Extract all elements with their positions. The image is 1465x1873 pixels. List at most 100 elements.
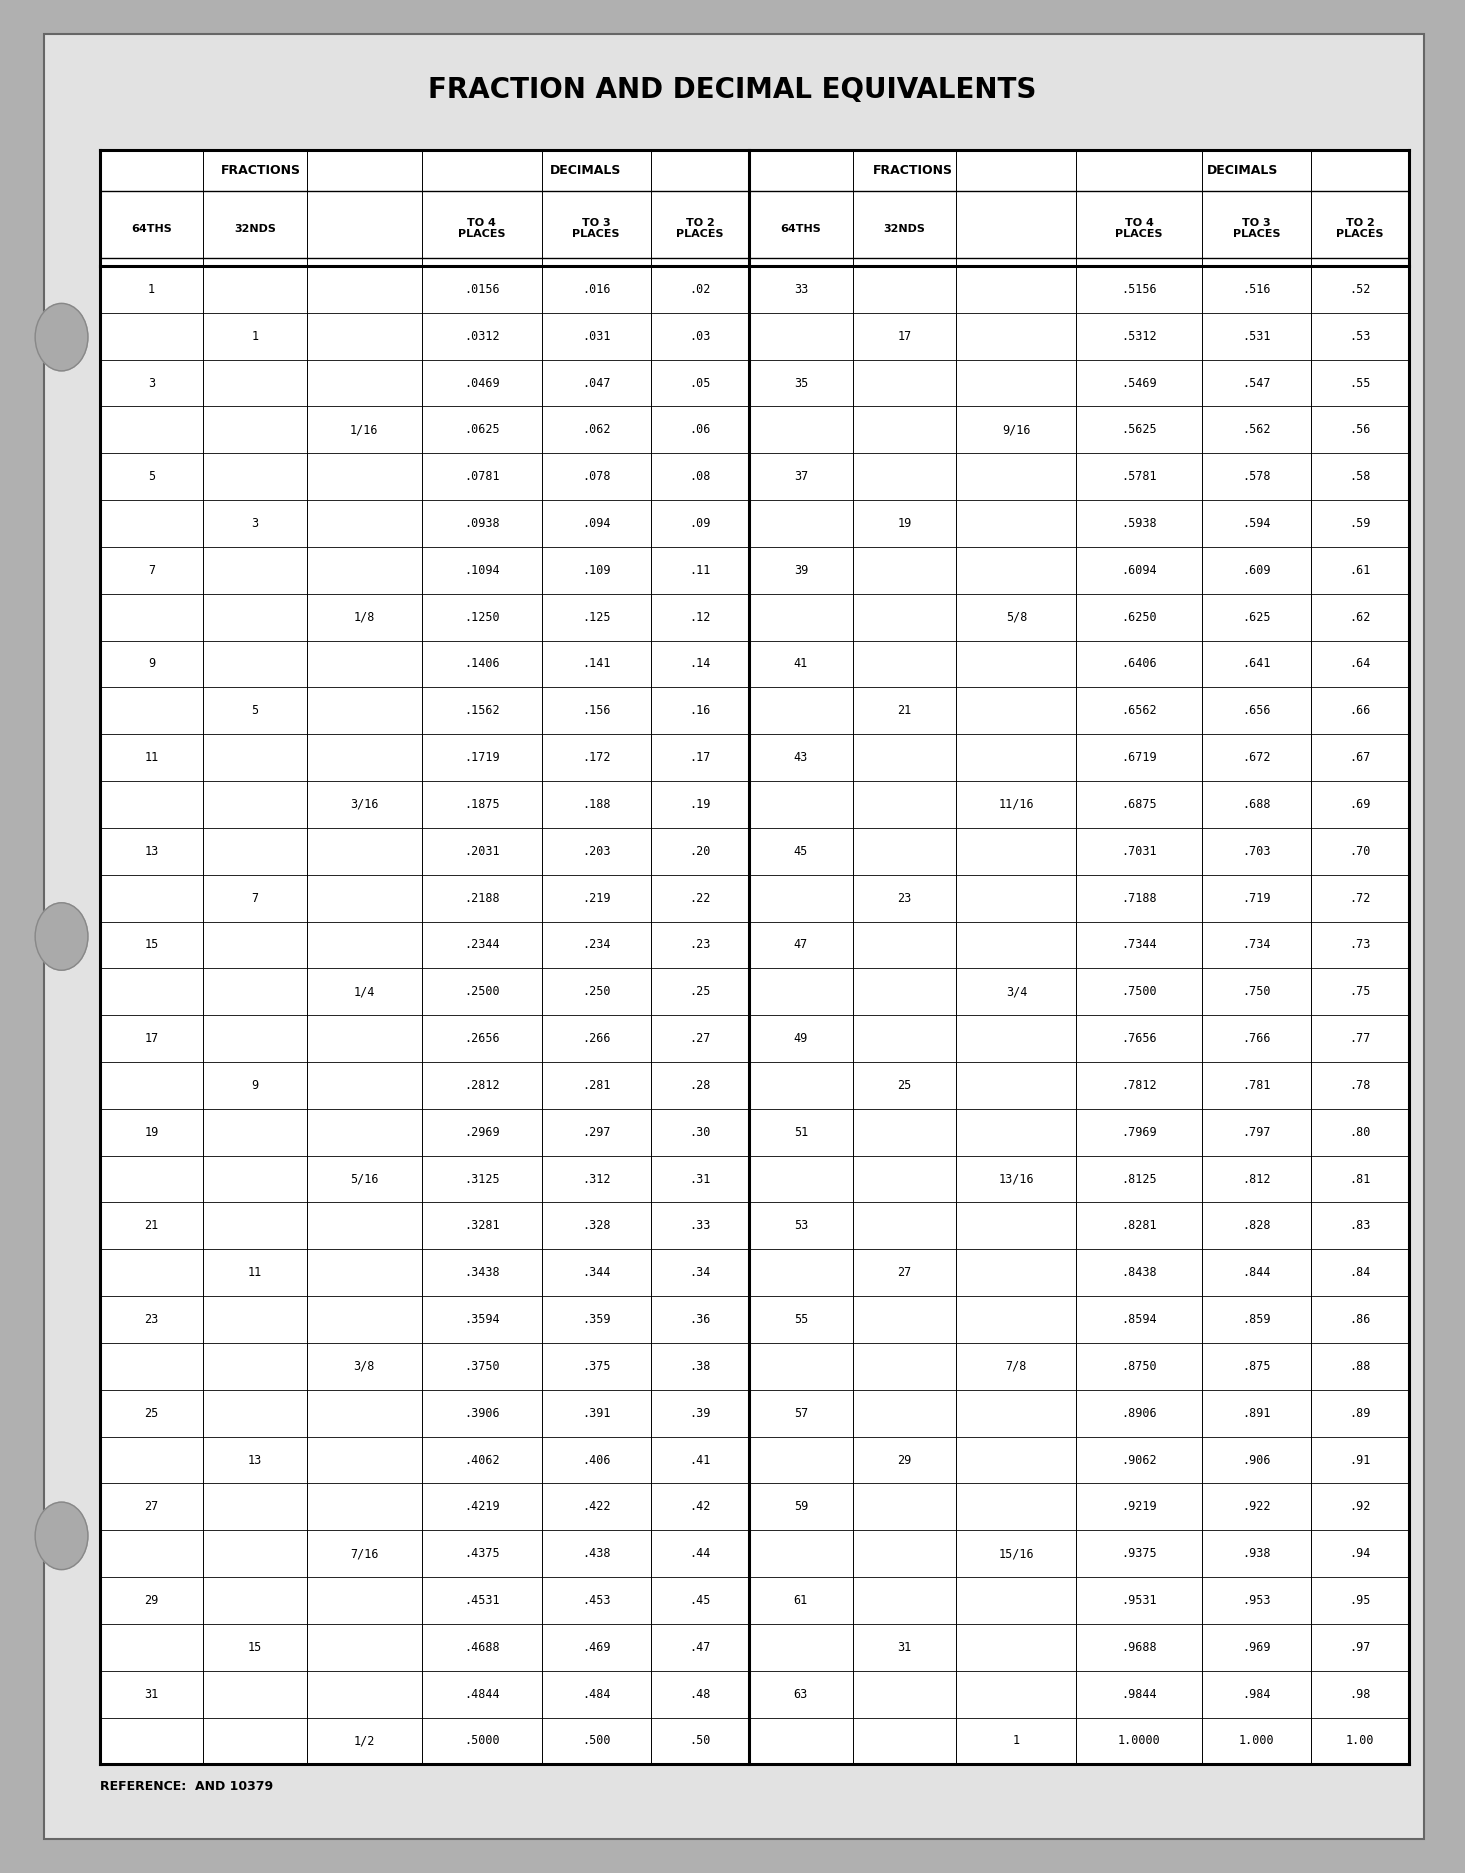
Text: 64THS: 64THS <box>781 223 822 234</box>
Text: .5000: .5000 <box>464 1734 500 1748</box>
Text: .0469: .0469 <box>464 376 500 390</box>
FancyBboxPatch shape <box>44 34 1424 1839</box>
Text: .688: .688 <box>1242 798 1270 811</box>
Text: 63: 63 <box>794 1688 809 1701</box>
Text: 17: 17 <box>898 330 911 343</box>
Text: .234: .234 <box>582 938 611 951</box>
Text: 15: 15 <box>145 938 158 951</box>
Text: .05: .05 <box>689 376 711 390</box>
Text: .500: .500 <box>582 1734 611 1748</box>
Text: .7344: .7344 <box>1121 938 1157 951</box>
Text: .62: .62 <box>1349 611 1371 624</box>
Text: .42: .42 <box>689 1500 711 1513</box>
Text: .97: .97 <box>1349 1641 1371 1654</box>
Text: .594: .594 <box>1242 517 1270 530</box>
Text: .1719: .1719 <box>464 751 500 764</box>
Text: 32NDS: 32NDS <box>883 223 926 234</box>
Text: .641: .641 <box>1242 657 1270 671</box>
Text: .219: .219 <box>582 892 611 905</box>
Text: 3/16: 3/16 <box>350 798 378 811</box>
Text: .4688: .4688 <box>464 1641 500 1654</box>
Text: FRACTIONS: FRACTIONS <box>221 165 300 176</box>
Text: 31: 31 <box>145 1688 158 1701</box>
Text: .656: .656 <box>1242 704 1270 717</box>
Text: 51: 51 <box>794 1126 809 1139</box>
Text: .16: .16 <box>689 704 711 717</box>
Text: .031: .031 <box>582 330 611 343</box>
Text: .922: .922 <box>1242 1500 1270 1513</box>
Text: .344: .344 <box>582 1266 611 1279</box>
Text: .5469: .5469 <box>1121 376 1157 390</box>
Text: .3125: .3125 <box>464 1172 500 1186</box>
Text: .391: .391 <box>582 1407 611 1420</box>
Text: 5: 5 <box>252 704 259 717</box>
Text: .8438: .8438 <box>1121 1266 1157 1279</box>
Text: .5938: .5938 <box>1121 517 1157 530</box>
Text: .6250: .6250 <box>1121 611 1157 624</box>
Text: .609: .609 <box>1242 564 1270 577</box>
Circle shape <box>35 1502 88 1570</box>
Text: .859: .859 <box>1242 1313 1270 1326</box>
Text: .6875: .6875 <box>1121 798 1157 811</box>
Text: .2656: .2656 <box>464 1032 500 1045</box>
Text: .7656: .7656 <box>1121 1032 1157 1045</box>
Text: .2031: .2031 <box>464 845 500 858</box>
Text: .89: .89 <box>1349 1407 1371 1420</box>
Text: .6562: .6562 <box>1121 704 1157 717</box>
Text: 25: 25 <box>145 1407 158 1420</box>
Text: 64THS: 64THS <box>130 223 171 234</box>
Text: .266: .266 <box>582 1032 611 1045</box>
Text: .41: .41 <box>689 1453 711 1467</box>
Text: .86: .86 <box>1349 1313 1371 1326</box>
Text: TO 2
PLACES: TO 2 PLACES <box>1336 217 1384 240</box>
Text: .469: .469 <box>582 1641 611 1654</box>
Text: .69: .69 <box>1349 798 1371 811</box>
Text: 1.00: 1.00 <box>1346 1734 1374 1748</box>
Text: .156: .156 <box>582 704 611 717</box>
Text: .8281: .8281 <box>1121 1219 1157 1232</box>
Text: .83: .83 <box>1349 1219 1371 1232</box>
Text: .1875: .1875 <box>464 798 500 811</box>
Text: 15: 15 <box>248 1641 262 1654</box>
Text: 23: 23 <box>145 1313 158 1326</box>
Text: .7500: .7500 <box>1121 985 1157 998</box>
Text: .6719: .6719 <box>1121 751 1157 764</box>
Text: TO 2
PLACES: TO 2 PLACES <box>677 217 724 240</box>
Text: 11/16: 11/16 <box>999 798 1034 811</box>
Text: .7188: .7188 <box>1121 892 1157 905</box>
Text: 27: 27 <box>145 1500 158 1513</box>
Text: .3281: .3281 <box>464 1219 500 1232</box>
Text: TO 3
PLACES: TO 3 PLACES <box>1232 217 1280 240</box>
Text: 1/16: 1/16 <box>350 423 378 436</box>
Text: 29: 29 <box>898 1453 911 1467</box>
Text: .59: .59 <box>1349 517 1371 530</box>
Text: 1/4: 1/4 <box>353 985 375 998</box>
Text: .31: .31 <box>689 1172 711 1186</box>
Text: .9375: .9375 <box>1121 1547 1157 1560</box>
Text: 1/2: 1/2 <box>353 1734 375 1748</box>
Text: 3: 3 <box>252 517 259 530</box>
Text: 25: 25 <box>898 1079 911 1092</box>
Text: 31: 31 <box>898 1641 911 1654</box>
Text: .28: .28 <box>689 1079 711 1092</box>
Text: 61: 61 <box>794 1594 809 1607</box>
Text: 15/16: 15/16 <box>999 1547 1034 1560</box>
Text: 1: 1 <box>148 283 155 296</box>
Text: .891: .891 <box>1242 1407 1270 1420</box>
Text: .9531: .9531 <box>1121 1594 1157 1607</box>
Text: .406: .406 <box>582 1453 611 1467</box>
Text: 1: 1 <box>1012 1734 1020 1748</box>
Text: .47: .47 <box>689 1641 711 1654</box>
Text: 21: 21 <box>145 1219 158 1232</box>
Text: .4531: .4531 <box>464 1594 500 1607</box>
Text: .08: .08 <box>689 470 711 483</box>
Text: .531: .531 <box>1242 330 1270 343</box>
Text: .3750: .3750 <box>464 1360 500 1373</box>
Text: 59: 59 <box>794 1500 809 1513</box>
Text: 57: 57 <box>794 1407 809 1420</box>
Text: 55: 55 <box>794 1313 809 1326</box>
Text: .8594: .8594 <box>1121 1313 1157 1326</box>
Text: .1250: .1250 <box>464 611 500 624</box>
Text: .438: .438 <box>582 1547 611 1560</box>
Text: .125: .125 <box>582 611 611 624</box>
